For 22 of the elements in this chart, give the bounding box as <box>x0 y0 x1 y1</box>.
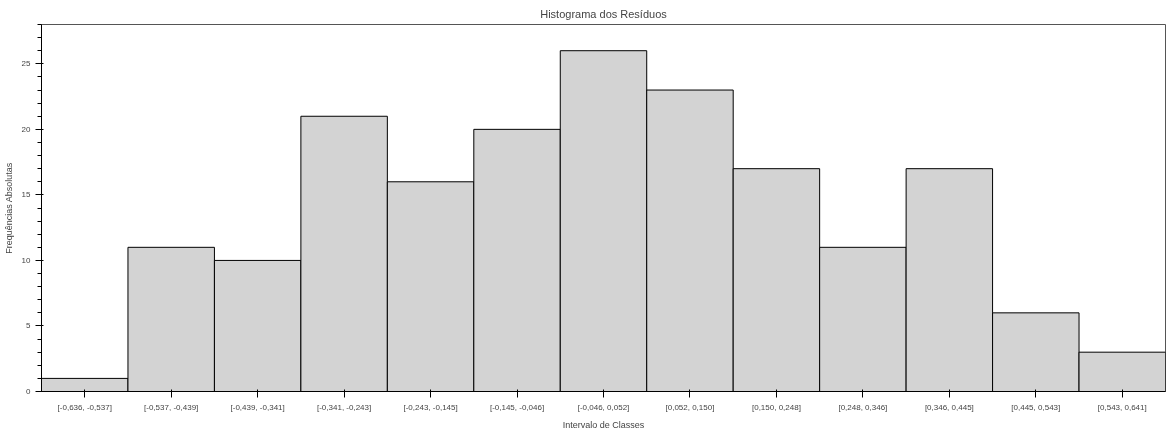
x-tick-label: [0,445, 0,543] <box>1011 402 1061 412</box>
x-tick-label: [-0,439, -0,341] <box>230 402 285 412</box>
y-tick-label: 5 <box>26 321 32 331</box>
x-tick-label: [0,248, 0,346] <box>838 402 888 412</box>
x-tick-label: [-0,636, -0,537] <box>57 402 112 412</box>
x-tick-label: [-0,145, -0,046] <box>489 402 545 412</box>
y-axis-title: Frequências Absolutas <box>3 162 14 254</box>
y-tick-label: 15 <box>21 190 32 200</box>
x-tick-label: [0,543, 0,641] <box>1097 402 1147 412</box>
x-tick-label: [0,052, 0,150] <box>665 402 715 412</box>
y-tick-label: 0 <box>26 387 32 396</box>
x-axis-title: Intervalo de Classes <box>562 419 645 430</box>
x-tick-label: [-0,046, 0,052] <box>577 402 630 412</box>
y-tick-label: 10 <box>21 255 32 265</box>
x-tick-label: [0,150, 0,248] <box>751 402 801 412</box>
y-tick-label: 25 <box>21 59 32 69</box>
x-tick-label: [-0,243, -0,145] <box>403 402 458 412</box>
chart-title: Histograma dos Resíduos <box>540 7 668 20</box>
y-tick-label: 20 <box>21 124 32 134</box>
x-tick-label: [-0,341, -0,243] <box>316 402 372 412</box>
x-tick-label: [0,346, 0,445] <box>924 402 974 412</box>
x-tick-label: [-0,537, -0,439] <box>144 402 199 412</box>
